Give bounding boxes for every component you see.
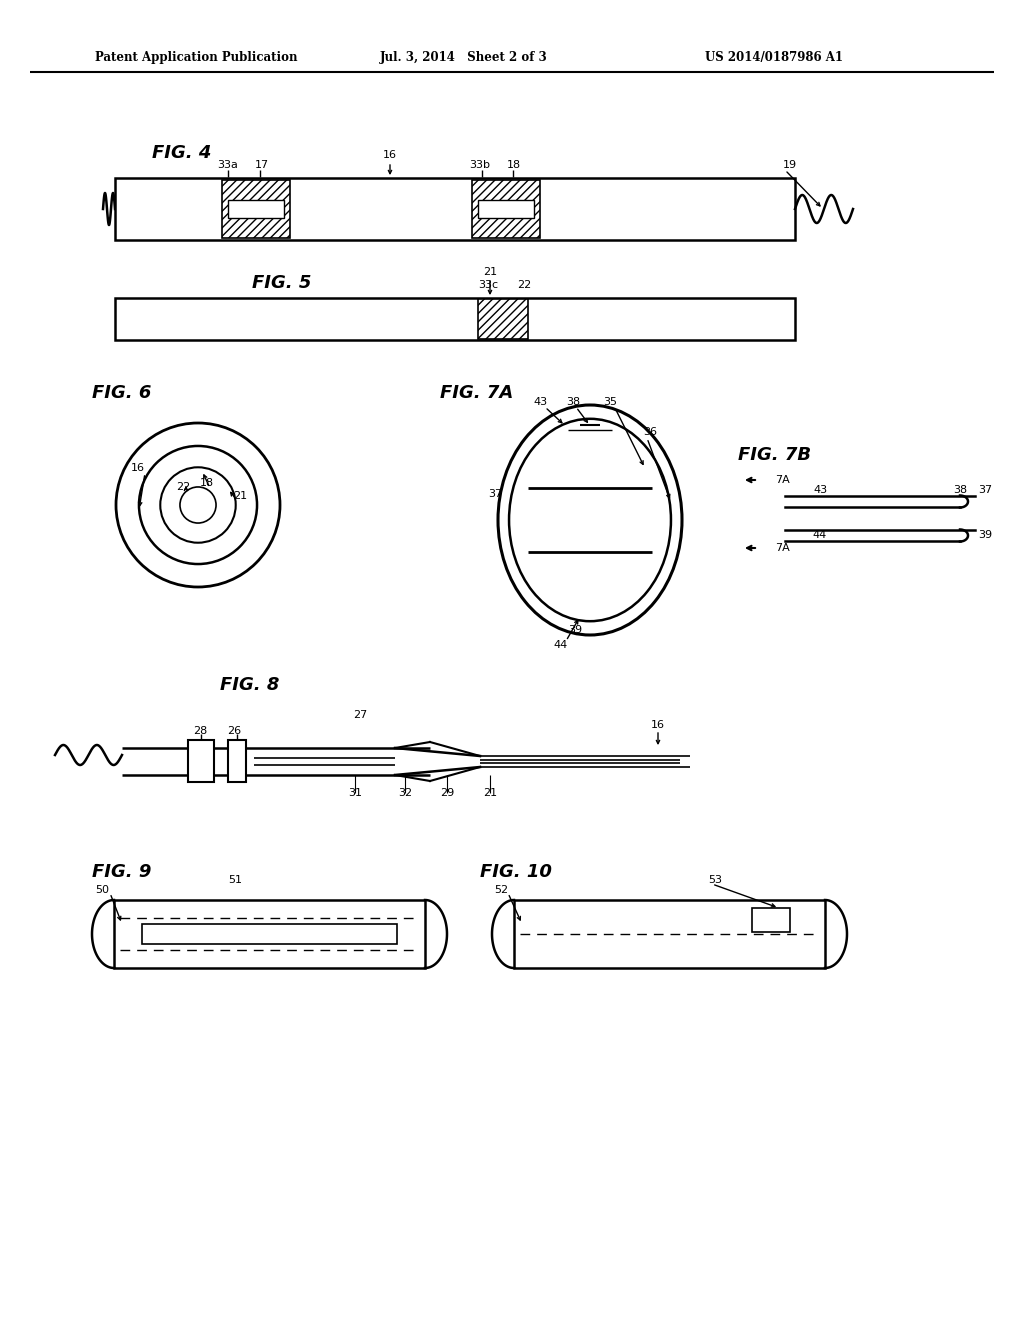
Text: 39: 39 xyxy=(978,531,992,540)
Text: 32: 32 xyxy=(398,788,412,799)
Ellipse shape xyxy=(139,446,257,564)
Text: 18: 18 xyxy=(200,478,214,488)
Text: 17: 17 xyxy=(255,160,269,170)
Text: 33a: 33a xyxy=(217,160,239,170)
Bar xyxy=(478,300,528,339)
Text: 29: 29 xyxy=(440,788,454,799)
Text: 7A: 7A xyxy=(775,543,790,553)
Text: 16: 16 xyxy=(131,463,145,473)
Text: 35: 35 xyxy=(603,397,617,407)
Text: 50: 50 xyxy=(95,884,109,895)
Text: FIG. 10: FIG. 10 xyxy=(480,863,552,880)
Text: 31: 31 xyxy=(348,788,362,799)
Text: 22: 22 xyxy=(176,482,190,492)
Text: 21: 21 xyxy=(483,267,497,277)
Text: 53: 53 xyxy=(708,875,722,884)
Text: 39: 39 xyxy=(568,624,582,635)
Text: FIG. 6: FIG. 6 xyxy=(92,384,152,403)
Text: 18: 18 xyxy=(507,160,521,170)
Text: 38: 38 xyxy=(566,397,580,407)
Text: 51: 51 xyxy=(228,875,242,884)
Text: 43: 43 xyxy=(813,484,827,495)
Bar xyxy=(115,178,795,240)
Text: Patent Application Publication: Patent Application Publication xyxy=(95,50,298,63)
Text: FIG. 4: FIG. 4 xyxy=(152,144,211,162)
Bar xyxy=(142,924,397,944)
Text: FIG. 8: FIG. 8 xyxy=(220,676,280,694)
Bar xyxy=(478,201,534,218)
Text: 7A: 7A xyxy=(775,475,790,484)
Text: 19: 19 xyxy=(783,160,797,170)
Text: 36: 36 xyxy=(643,426,657,437)
Text: 33b: 33b xyxy=(469,160,490,170)
Ellipse shape xyxy=(180,487,216,523)
Text: 37: 37 xyxy=(978,484,992,495)
Ellipse shape xyxy=(498,405,682,635)
Text: 28: 28 xyxy=(193,726,207,737)
Text: FIG. 5: FIG. 5 xyxy=(252,275,311,292)
Text: US 2014/0187986 A1: US 2014/0187986 A1 xyxy=(705,50,843,63)
Text: 38: 38 xyxy=(953,484,967,495)
Text: 52: 52 xyxy=(494,884,508,895)
Text: FIG. 7B: FIG. 7B xyxy=(738,446,811,465)
Bar xyxy=(514,900,825,968)
Bar xyxy=(222,180,290,238)
Text: FIG. 9: FIG. 9 xyxy=(92,863,152,880)
Bar xyxy=(228,201,284,218)
Text: 21: 21 xyxy=(483,788,497,799)
Text: 16: 16 xyxy=(383,150,397,160)
Ellipse shape xyxy=(116,422,280,587)
Text: 22: 22 xyxy=(517,280,531,290)
Ellipse shape xyxy=(161,467,236,543)
Ellipse shape xyxy=(509,418,671,622)
Bar xyxy=(114,900,425,968)
Bar xyxy=(472,180,540,238)
Bar xyxy=(752,908,790,932)
Text: 26: 26 xyxy=(227,726,241,737)
Text: 21: 21 xyxy=(232,491,247,502)
Text: 33c: 33c xyxy=(478,280,498,290)
Text: 27: 27 xyxy=(353,710,368,719)
Bar xyxy=(115,298,795,341)
Text: 44: 44 xyxy=(813,531,827,540)
Text: 43: 43 xyxy=(532,397,547,407)
Text: 44: 44 xyxy=(554,640,568,649)
Text: Jul. 3, 2014   Sheet 2 of 3: Jul. 3, 2014 Sheet 2 of 3 xyxy=(380,50,548,63)
Text: 16: 16 xyxy=(651,719,665,730)
Text: 37: 37 xyxy=(488,488,502,499)
Bar xyxy=(188,741,214,781)
Bar xyxy=(228,741,246,781)
Text: FIG. 7A: FIG. 7A xyxy=(440,384,513,403)
